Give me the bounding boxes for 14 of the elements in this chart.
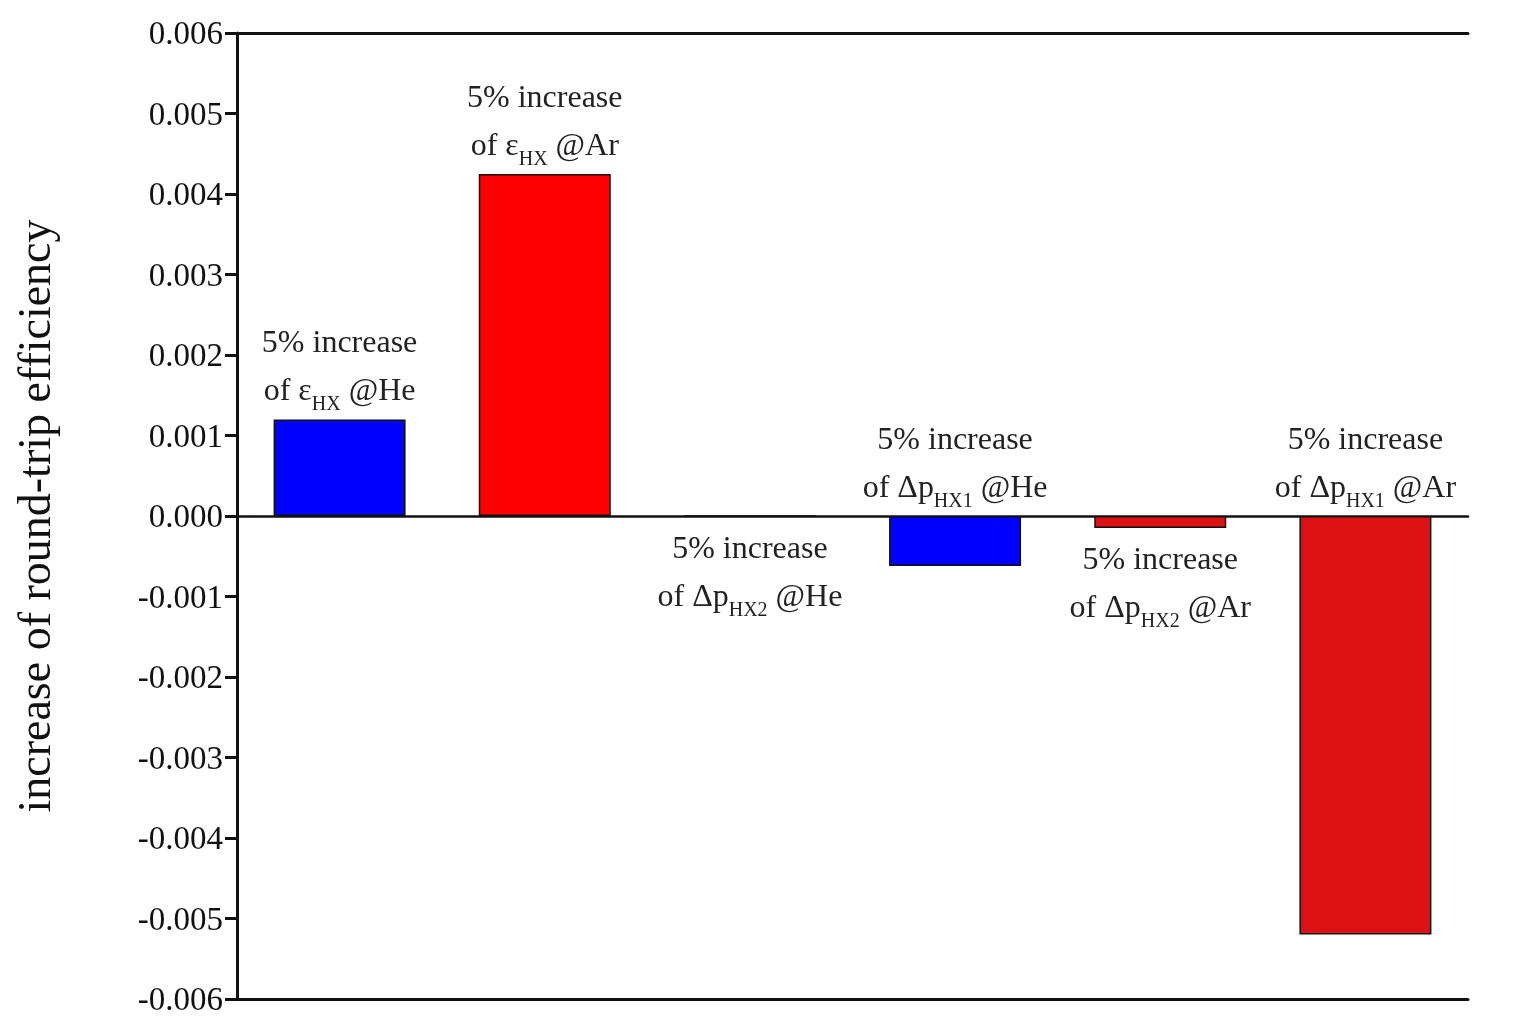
y-tick-label: -0.001: [137, 578, 223, 615]
y-tick-label: -0.003: [137, 739, 223, 776]
y-axis-title: increase of round-trip efficiency: [8, 219, 60, 813]
y-tick-label: 0.004: [148, 176, 223, 212]
y-tick-label: -0.004: [137, 820, 223, 856]
y-tick-label: 0.005: [148, 95, 223, 132]
y-tick-label: -0.006: [137, 981, 223, 1016]
y-tick-label: 0.002: [148, 337, 223, 373]
y-tick-label: 0.006: [148, 15, 223, 51]
y-tick-label: 0.003: [148, 256, 223, 293]
y-tick-label: 0.001: [148, 417, 223, 454]
y-tick-label: -0.005: [137, 900, 223, 937]
y-tick-label: 0.000: [148, 498, 223, 534]
y-tick-label: -0.002: [137, 659, 223, 695]
